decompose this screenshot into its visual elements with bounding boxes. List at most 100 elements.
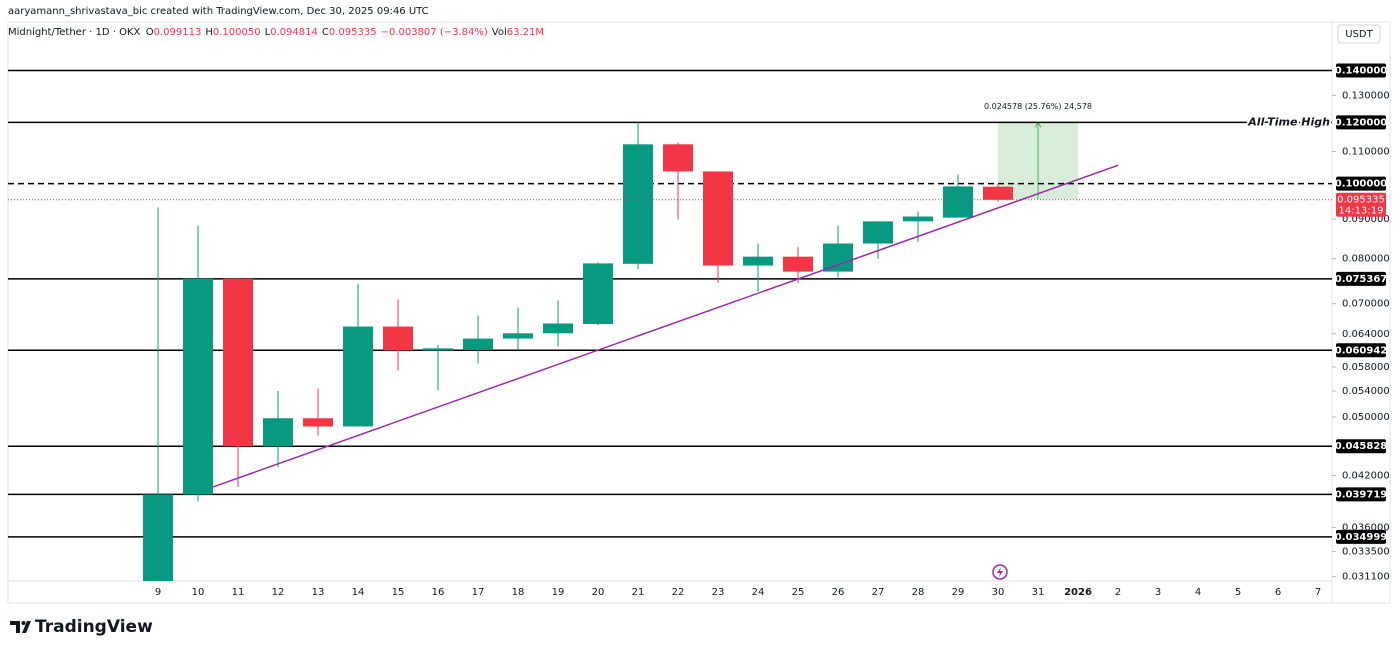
currency-box[interactable] xyxy=(1337,24,1381,44)
y-tick-label: 0.064000 xyxy=(1342,329,1390,340)
candle-body xyxy=(823,243,853,272)
candle-body xyxy=(183,278,213,495)
x-tick-label: 20 xyxy=(592,587,605,598)
candle-body xyxy=(143,494,173,581)
level-label-box xyxy=(1336,439,1386,454)
level-label-box xyxy=(1336,176,1386,191)
x-tick-label: 29 xyxy=(952,587,965,598)
y-tick-label: 0.090000 xyxy=(1342,214,1390,225)
price-label: 0.095335 xyxy=(1337,195,1385,206)
legend-key: H xyxy=(205,27,213,38)
level-label-box xyxy=(1336,529,1386,544)
currency[interactable]: USDT xyxy=(1345,29,1373,40)
candle-body xyxy=(743,256,773,266)
x-tick-label: 26 xyxy=(832,587,845,598)
level-label: 0.039719 xyxy=(1335,489,1388,500)
x-tick-label: 13 xyxy=(312,587,325,598)
level-label: 0.120000 xyxy=(1335,117,1388,128)
event-icon[interactable] xyxy=(992,564,1008,580)
x-tick-label: 23 xyxy=(712,587,725,598)
legend-value: 63.21M xyxy=(507,27,544,38)
level-label: 0.100000 xyxy=(1335,179,1388,190)
frame xyxy=(7,21,1391,604)
y-tick-label: 0.042000 xyxy=(1342,471,1390,482)
x-tick-label: 22 xyxy=(672,587,685,598)
x-tick-label: 16 xyxy=(432,587,445,598)
candle-body xyxy=(943,186,973,218)
x-tick-label: 3 xyxy=(1155,587,1161,598)
level-note: All-Time High xyxy=(1247,115,1330,128)
legend: Midnight/Tether · 1D · OKX O0.099113 H0.10… xyxy=(8,27,544,38)
x-tick-label: 25 xyxy=(792,587,805,598)
candle-body xyxy=(503,333,533,339)
y-tick-label: 0.110000 xyxy=(1342,147,1390,158)
candle-body xyxy=(303,418,333,427)
x-tick-label: 30 xyxy=(992,587,1005,598)
x-tick-label: 5 xyxy=(1235,587,1241,598)
x-tick-label: 18 xyxy=(512,587,525,598)
x-tick-label: 21 xyxy=(632,587,645,598)
level-label: 0.140000 xyxy=(1335,65,1388,76)
x-tick-label: 2026 xyxy=(1064,587,1092,598)
legend-key: C xyxy=(322,27,329,38)
logo[interactable] xyxy=(10,621,31,633)
x-tick-label: 14 xyxy=(352,587,365,598)
level-label: 0.075367 xyxy=(1335,274,1388,285)
level-label-box xyxy=(1336,487,1386,502)
candle-body xyxy=(703,171,733,266)
candle-body xyxy=(263,418,293,447)
legend-value: 0.100050 xyxy=(213,27,261,38)
x-tick-label: 28 xyxy=(912,587,925,598)
y-tick-label: 0.070000 xyxy=(1342,299,1390,310)
y-tick-label: 0.050000 xyxy=(1342,412,1390,423)
level-label: 0.060942 xyxy=(1335,345,1388,356)
candle-body xyxy=(343,326,373,427)
y-tick-label: 0.080000 xyxy=(1342,254,1390,265)
candle-body xyxy=(383,326,413,351)
y-tick-label: 0.031100 xyxy=(1342,572,1390,583)
x-tick-label: 7 xyxy=(1315,587,1321,598)
level-label-box xyxy=(1336,63,1386,78)
legend-key: Vol xyxy=(492,27,507,38)
x-tick-label: 6 xyxy=(1275,587,1281,598)
x-tick-label: 17 xyxy=(472,587,485,598)
candle-body xyxy=(463,338,493,350)
legend-symbol: Midnight/Tether · 1D · OKX xyxy=(8,27,140,38)
legend-key: L xyxy=(265,27,271,38)
legend-value: 0.095335 xyxy=(329,27,377,38)
candle-body xyxy=(583,263,613,324)
x-tick-label: 4 xyxy=(1195,587,1201,598)
candle-body xyxy=(903,216,933,222)
level-label-box xyxy=(1336,343,1386,358)
level-label-box xyxy=(1336,271,1386,286)
trendline xyxy=(212,164,1119,488)
x-tick-label: 11 xyxy=(232,587,245,598)
x-tick-label: 15 xyxy=(392,587,405,598)
candle-body xyxy=(623,144,653,264)
candle-body xyxy=(783,256,813,272)
x-tick-label: 9 xyxy=(155,587,161,598)
header: aaryamann_shrivastava_bic created with T… xyxy=(8,6,429,17)
countdown: 14:13:19 xyxy=(1339,206,1384,217)
level-label: 0.034999 xyxy=(1335,532,1388,543)
legend-change: −0.003807 (−3.84%) xyxy=(381,27,488,38)
x-tick-label: 27 xyxy=(872,587,885,598)
candle-body xyxy=(983,186,1013,200)
legend-value: 0.099113 xyxy=(154,27,202,38)
price-label-box xyxy=(1336,192,1386,217)
x-tick-label: 10 xyxy=(192,587,205,598)
y-tick-label: 0.033500 xyxy=(1342,547,1390,558)
x-tick-label: 24 xyxy=(752,587,765,598)
candle-body xyxy=(423,348,453,351)
legend-value: 0.094814 xyxy=(270,27,318,38)
x-tick-label: 12 xyxy=(272,587,285,598)
y-tick-label: 0.058000 xyxy=(1342,362,1390,373)
level-label-box xyxy=(1336,115,1386,130)
candle-body xyxy=(543,323,573,334)
x-tick-label: 2 xyxy=(1115,587,1121,598)
candle-body xyxy=(223,278,253,447)
level-label: 0.045828 xyxy=(1335,441,1388,452)
candle-body xyxy=(863,221,893,244)
brand[interactable]: TradingView xyxy=(35,617,153,637)
